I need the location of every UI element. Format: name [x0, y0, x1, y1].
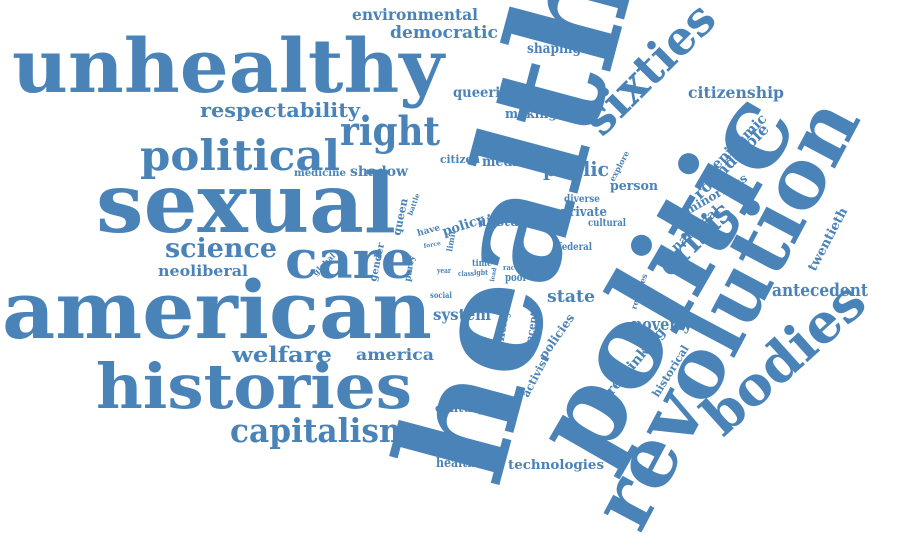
word-class: class: [458, 269, 474, 278]
word-technologies: technologies: [508, 458, 604, 473]
word-year: year: [436, 266, 451, 275]
word-limit: limit: [444, 229, 458, 252]
word-state: state: [547, 287, 595, 307]
word-poverty: poverty: [632, 315, 693, 335]
word-citizen: citizen: [440, 153, 480, 166]
word-lgbt: lgbt: [474, 268, 489, 277]
word-making: making: [505, 107, 557, 122]
word-neoliberal: neoliberal: [158, 262, 248, 280]
word-shaping: shaping: [527, 41, 581, 57]
word-histories: histories: [96, 350, 412, 423]
word-environmental: environmental: [352, 5, 478, 24]
word-party: party: [403, 254, 418, 282]
word-sexual: sexual: [96, 156, 396, 252]
word-lead: lead: [489, 266, 498, 282]
word-science: science: [165, 234, 277, 264]
word-democratic: democratic: [390, 23, 498, 43]
word-studies: studies: [497, 214, 547, 230]
word-century: century: [435, 401, 486, 415]
word-force: force: [423, 240, 441, 250]
word-welfare: welfare: [231, 342, 332, 367]
word-shadow: shadow: [350, 164, 409, 180]
word-medical: medical: [482, 154, 538, 170]
word-cultural: cultural: [588, 218, 626, 229]
word-public: public: [543, 157, 609, 181]
word-citizenship: citizenship: [688, 83, 784, 102]
word-battle: battle: [405, 191, 422, 216]
word-queering: queering: [453, 85, 519, 101]
word-social: social: [430, 290, 452, 300]
word-poor: poor: [505, 271, 527, 284]
word-political: political: [140, 131, 340, 180]
word-capitalism: capitalism: [230, 411, 412, 450]
word-america: america: [356, 345, 434, 364]
word-right: right: [340, 108, 440, 155]
word-care: care: [285, 230, 415, 291]
word-sexuality: sexuality: [522, 96, 579, 107]
word-system: system: [433, 305, 491, 324]
word-medicine: medicine: [294, 168, 346, 179]
word-healthcare: healthcare: [436, 456, 502, 471]
word-american: american: [2, 263, 432, 357]
word-federal: federal: [558, 242, 592, 253]
word-race: race: [503, 263, 520, 272]
word-antecedent: antecedent: [772, 280, 869, 301]
word-unhealthy: unhealthy: [12, 24, 446, 110]
word-time: time: [472, 259, 492, 269]
word-respectability: respectability: [200, 98, 361, 122]
word-person: person: [610, 179, 659, 194]
word-private: private: [561, 205, 607, 220]
word-diverse: diverse: [564, 194, 600, 205]
word-aid: aid: [478, 211, 500, 230]
